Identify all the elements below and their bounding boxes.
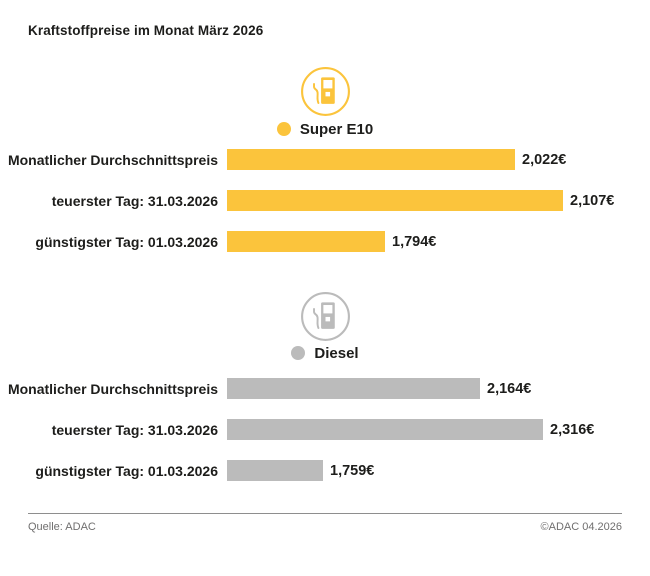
bar-diesel-min [227,460,323,481]
bar-value: 2,316€ [550,421,595,438]
bar-value: 2,022€ [522,151,567,168]
legend-super-e10: Super E10 [0,120,650,138]
bar-row: Monatlicher Durchschnittspreis 2,164€ [0,378,650,399]
legend-dot-icon [291,346,306,360]
category-label: teuerster Tag: 31.03.2026 [51,192,218,209]
bar-super-e10-min [227,231,385,252]
source-credit: Quelle: ADAC [28,521,96,533]
bar-row: günstigster Tag: 01.03.2026 1,794€ [0,231,650,252]
fuel-pump-icon [0,290,650,343]
category-label: Monatlicher Durchschnittspreis [7,380,218,397]
bar-diesel-average [227,378,480,399]
category-label: günstigster Tag: 01.03.2026 [35,462,218,479]
bar-value: 1,794€ [392,233,437,250]
legend-diesel: Diesel [0,344,650,362]
bar-row: teuerster Tag: 31.03.2026 2,107€ [0,190,650,211]
category-label: Monatlicher Durchschnittspreis [7,151,218,168]
legend-label: Diesel [314,344,359,362]
bar-diesel-max [227,419,543,440]
bar-row: Monatlicher Durchschnittspreis 2,022€ [0,149,650,170]
bar-value: 2,107€ [570,192,615,209]
footer-divider [28,513,622,514]
fuel-pump-icon [0,65,650,118]
legend-label: Super E10 [299,120,374,138]
bar-row: teuerster Tag: 31.03.2026 2,316€ [0,419,650,440]
bar-super-e10-max [227,190,563,211]
category-label: günstigster Tag: 01.03.2026 [35,233,218,250]
bar-super-e10-average [227,149,515,170]
category-label: teuerster Tag: 31.03.2026 [51,421,218,438]
copyright-notice: ©ADAC 04.2026 [540,521,623,533]
bar-row: günstigster Tag: 01.03.2026 1,759€ [0,460,650,481]
bar-value: 1,759€ [330,462,375,479]
bar-value: 2,164€ [487,380,532,397]
legend-dot-icon [276,122,291,136]
chart-title: Kraftstoffpreise im Monat März 2026 [28,23,264,38]
